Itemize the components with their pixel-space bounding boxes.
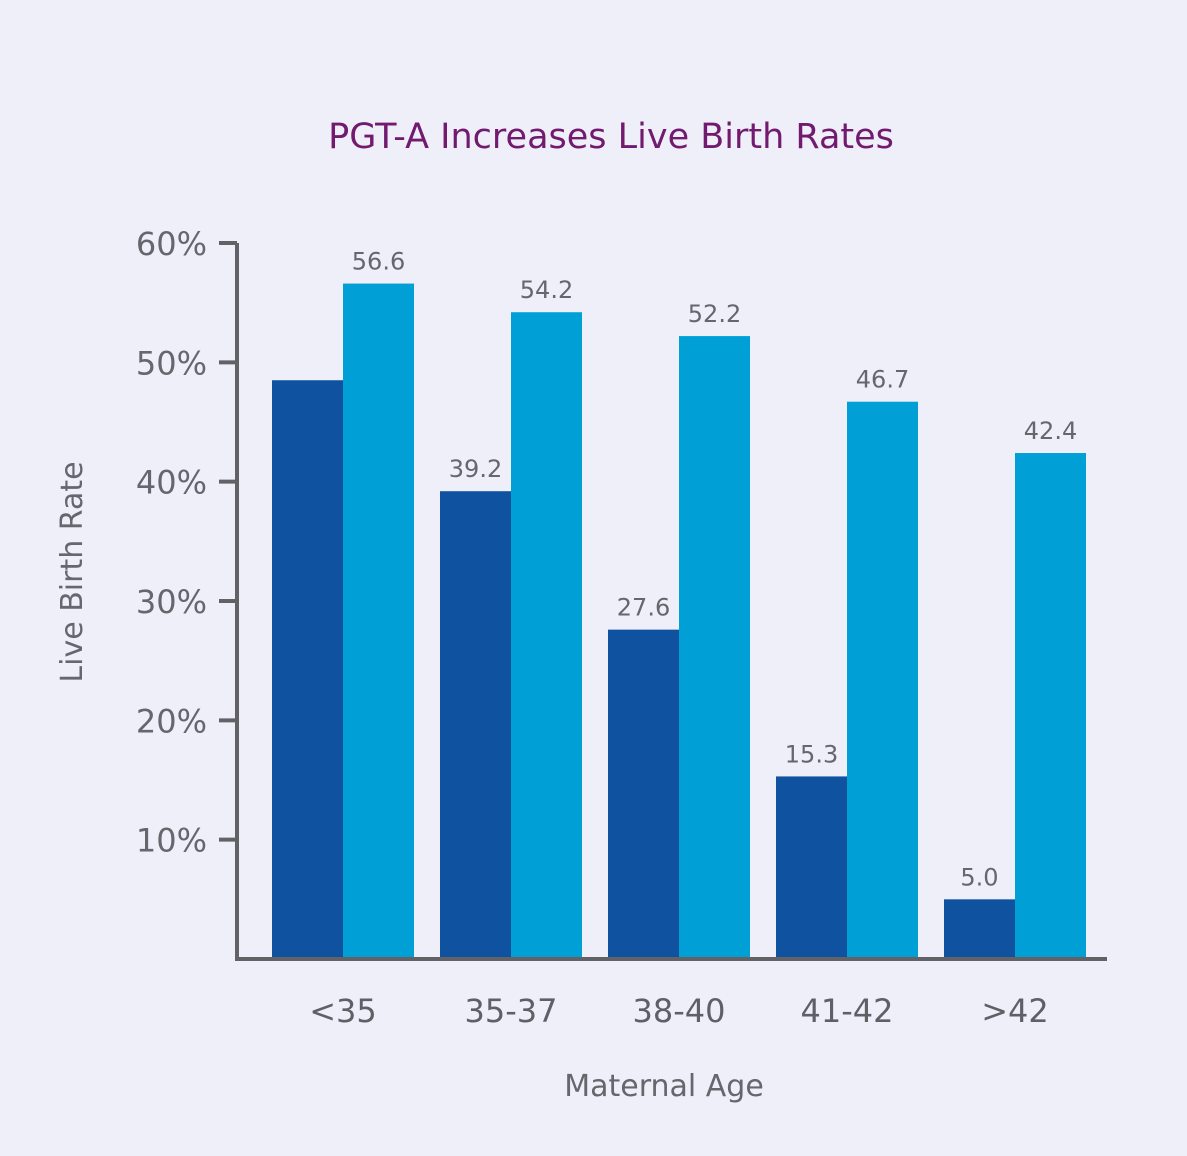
- y-tick-label: 40%: [136, 464, 207, 502]
- data-label: 42.4: [1024, 417, 1077, 445]
- data-label: 27.6: [617, 594, 670, 622]
- bar: [1015, 453, 1086, 959]
- bar: [944, 899, 1015, 959]
- y-ticks-group: 10% 20% 30% 40% 50% 60%: [136, 225, 237, 860]
- bar: [272, 380, 343, 959]
- y-tick-label: 60%: [136, 225, 207, 263]
- x-tick-label: <35: [309, 992, 377, 1030]
- x-ticks-group: <35 35-37 38-40 41-42 >42: [309, 992, 1049, 1030]
- bar: [343, 283, 414, 959]
- data-label: 15.3: [785, 740, 838, 768]
- x-tick-label: 38-40: [633, 992, 726, 1030]
- data-label: 52.2: [688, 300, 741, 328]
- chart-title: PGT-A Increases Live Birth Rates: [328, 117, 894, 157]
- bars-group: [272, 283, 1086, 960]
- y-tick-label: 30%: [136, 583, 207, 621]
- bar: [440, 491, 511, 959]
- data-label: 39.2: [449, 455, 502, 483]
- x-tick-label: 35-37: [465, 992, 558, 1030]
- x-tick-label: >42: [981, 992, 1049, 1030]
- y-tick-label: 10%: [136, 822, 207, 860]
- x-axis-label: Maternal Age: [564, 1069, 764, 1104]
- y-axis-label: Live Birth Rate: [55, 461, 90, 682]
- data-label: 56.6: [352, 248, 405, 276]
- bar: [679, 336, 750, 960]
- data-label: 5.0: [960, 863, 998, 891]
- data-label: 46.7: [856, 366, 909, 394]
- data-labels-group: 56.6 39.2 54.2 27.6 52.2 15.3 46.7 5.0 42.4: [352, 248, 1077, 892]
- bar: [847, 401, 918, 959]
- x-tick-label: 41-42: [801, 992, 894, 1030]
- y-tick-label: 50%: [136, 344, 207, 382]
- bar: [776, 776, 847, 959]
- bar: [608, 629, 679, 959]
- data-label: 54.2: [520, 276, 573, 304]
- bar: [511, 312, 582, 959]
- y-tick-label: 20%: [136, 702, 207, 740]
